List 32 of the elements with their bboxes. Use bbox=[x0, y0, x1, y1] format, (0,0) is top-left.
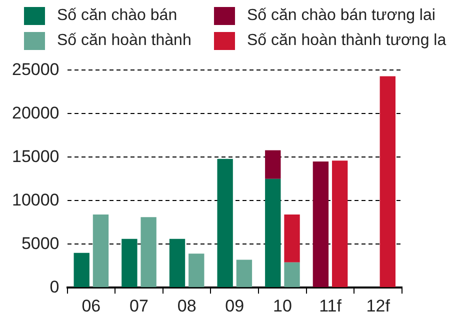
x-tick-label: 06 bbox=[82, 296, 101, 316]
bar bbox=[380, 76, 396, 288]
legend-label: Số căn chào bán bbox=[57, 6, 178, 24]
x-tick-label: 09 bbox=[225, 296, 244, 316]
bar bbox=[236, 260, 252, 288]
bar bbox=[312, 162, 329, 288]
bar bbox=[122, 238, 138, 288]
x-tick-label: 11f bbox=[319, 296, 342, 316]
bar bbox=[169, 238, 186, 288]
bar bbox=[74, 252, 90, 288]
x-tick-label: 10 bbox=[272, 296, 292, 316]
y-tick-label: 0 bbox=[50, 277, 60, 296]
bar bbox=[140, 217, 156, 288]
x-tick-label: 12f bbox=[366, 296, 390, 316]
bar bbox=[284, 262, 300, 288]
y-tick-label: 20000 bbox=[12, 103, 60, 122]
bar bbox=[92, 214, 109, 288]
y-tick-label: 15000 bbox=[12, 146, 60, 166]
bar bbox=[265, 150, 281, 179]
legend-label: Số căn hoàn thành bbox=[57, 32, 192, 50]
y-tick-label: 10000 bbox=[12, 190, 60, 210]
x-tick-label: 07 bbox=[130, 296, 148, 316]
legend-label: Số căn hoàn thành tương la bbox=[247, 32, 446, 50]
y-tick-label: 25000 bbox=[12, 60, 60, 79]
bar bbox=[217, 158, 233, 288]
legend-label: Số căn chào bán tương lai bbox=[247, 6, 436, 24]
bar bbox=[284, 214, 300, 262]
x-tick-label: 08 bbox=[177, 296, 196, 316]
bar bbox=[188, 254, 204, 288]
bar bbox=[332, 160, 348, 288]
y-tick-label: 5000 bbox=[21, 234, 60, 253]
bar bbox=[265, 178, 281, 288]
